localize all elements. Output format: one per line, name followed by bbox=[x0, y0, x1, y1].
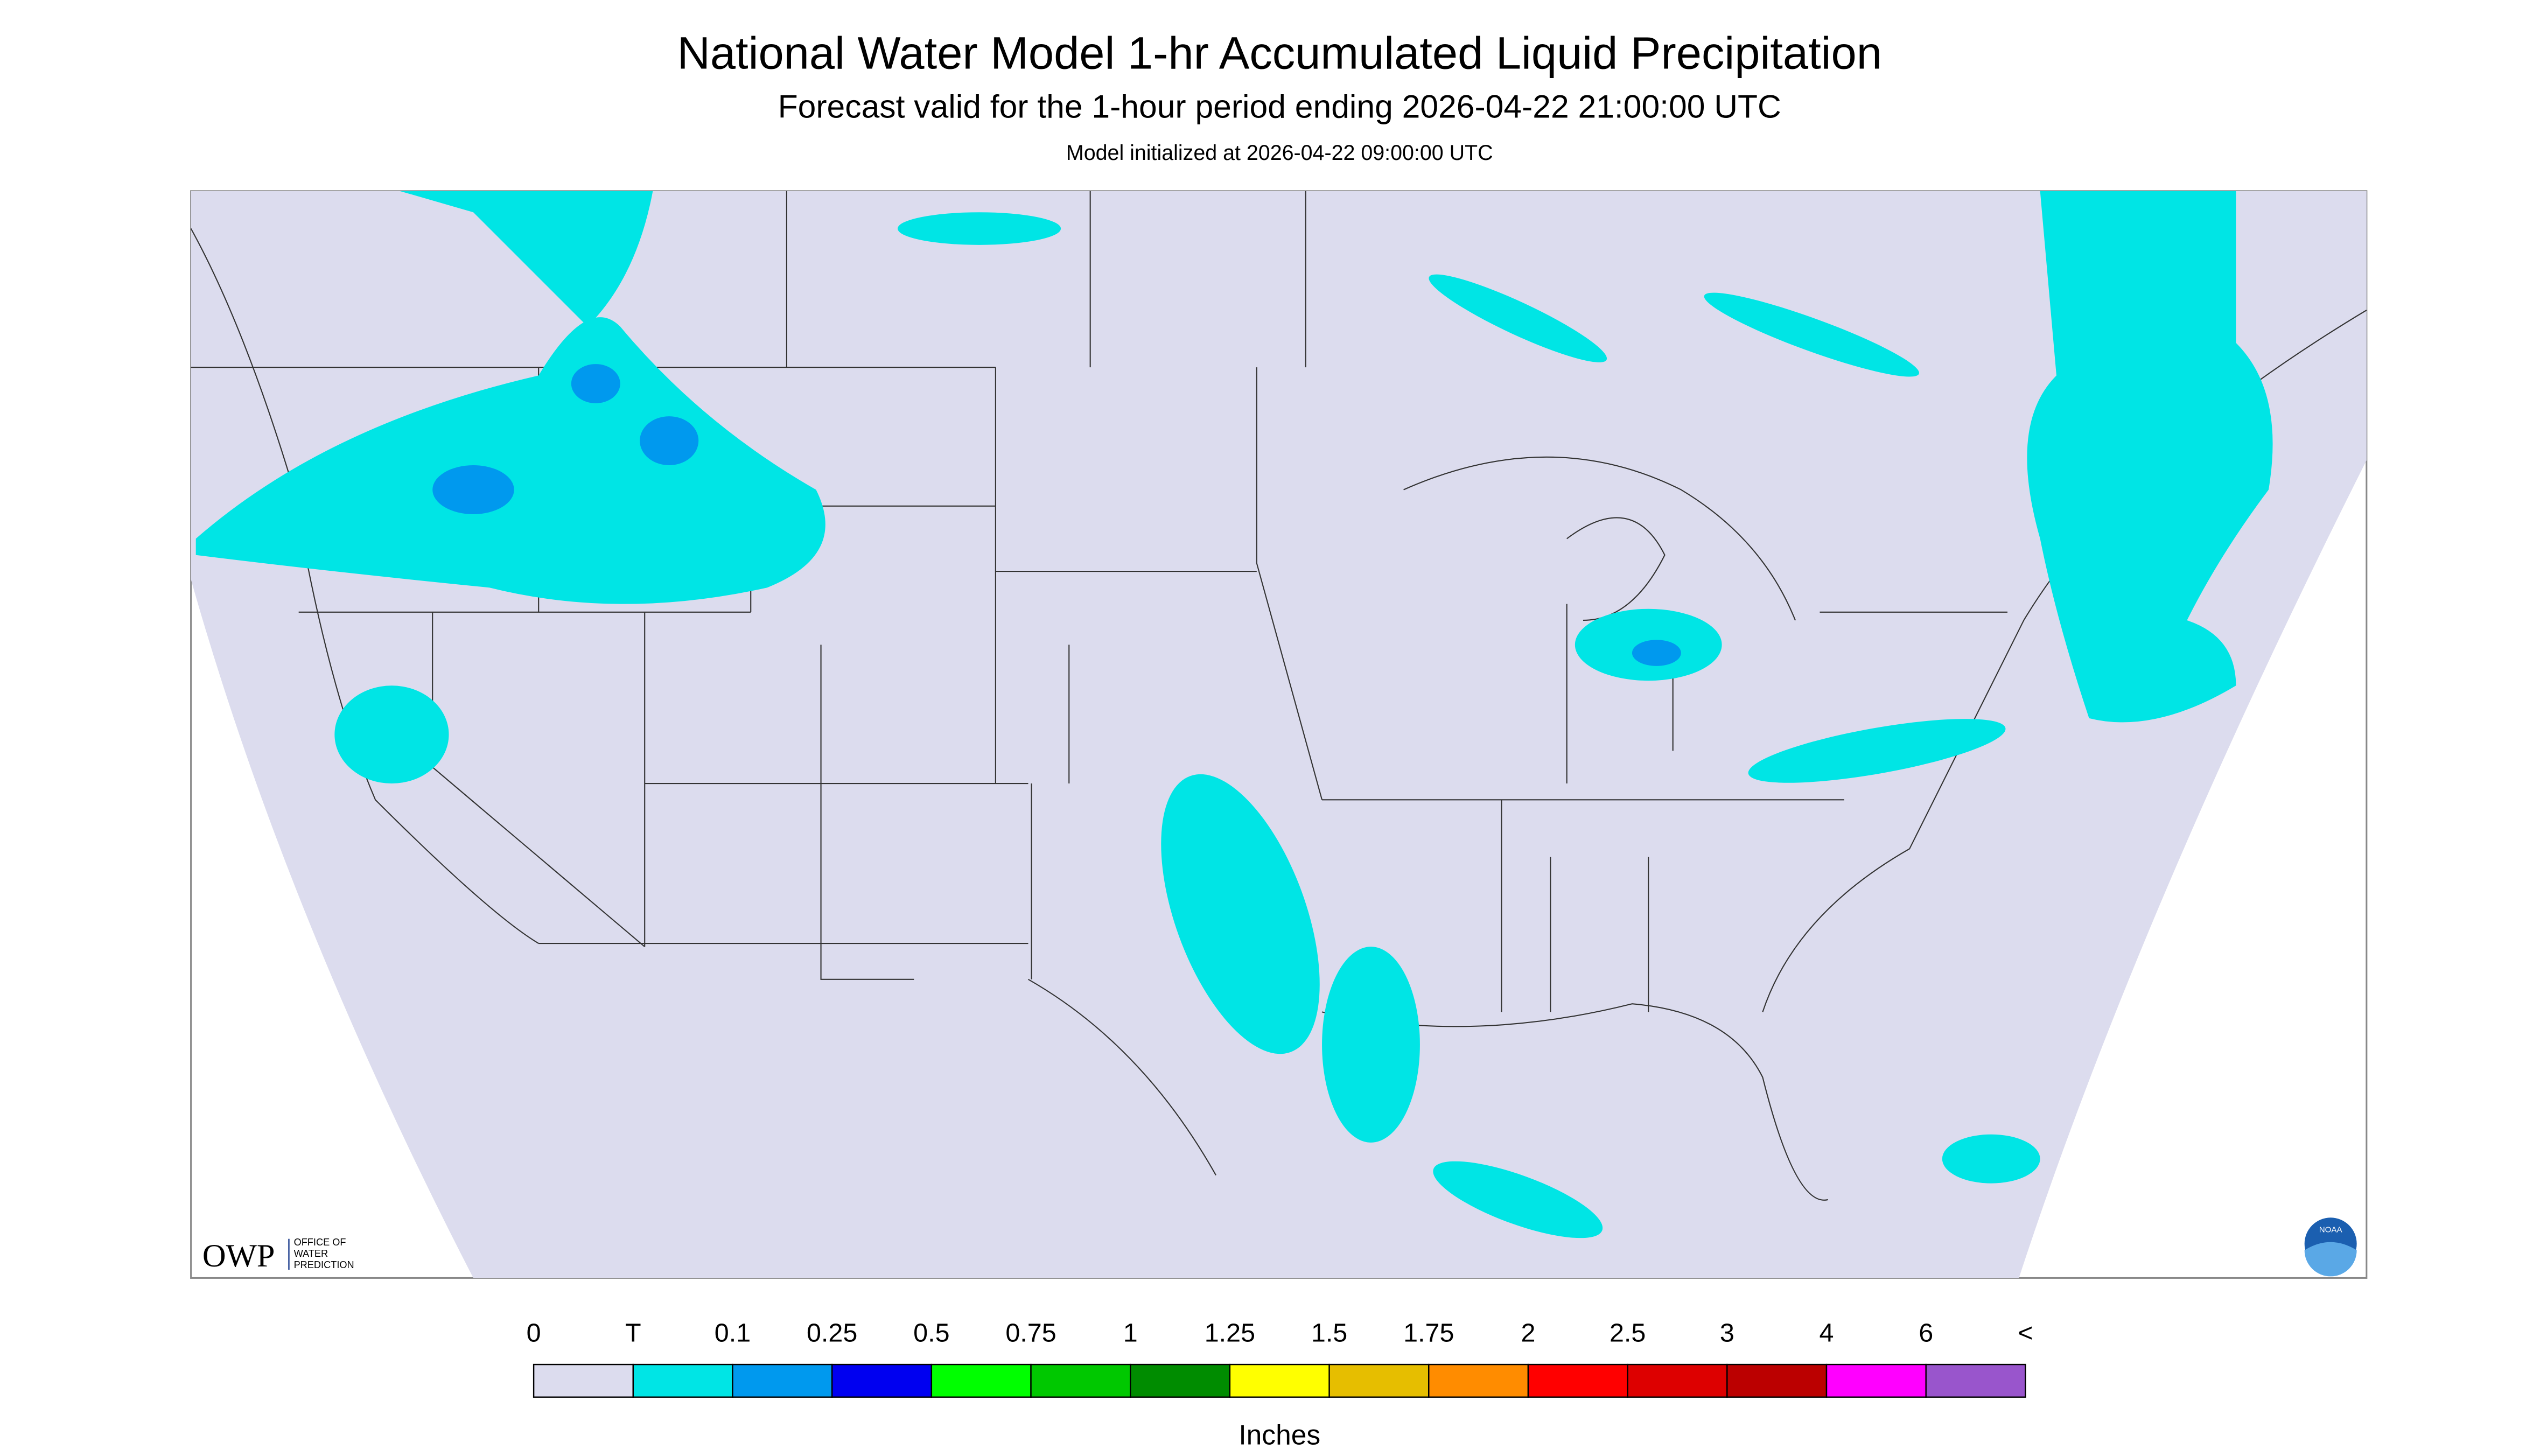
logo-text: WATER bbox=[294, 1248, 328, 1259]
legend-label: 6 bbox=[1919, 1319, 1933, 1348]
noaa-text: NOAA bbox=[2319, 1226, 2343, 1235]
legend-label: 0.1 bbox=[715, 1319, 751, 1348]
owp-logo: OWP OFFICE OF WATER PREDICTION bbox=[202, 1237, 354, 1274]
logo-text: OFFICE OF bbox=[294, 1237, 346, 1248]
legend-label: 2.5 bbox=[1610, 1319, 1646, 1348]
title: National Water Model 1-hr Accumulated Li… bbox=[677, 27, 1882, 79]
logo-name: OWP bbox=[202, 1238, 275, 1274]
precip-areas bbox=[195, 191, 2273, 1238]
legend-swatch bbox=[533, 1363, 634, 1398]
legend-swatch bbox=[1229, 1363, 1330, 1398]
legend-swatch bbox=[831, 1363, 933, 1398]
legend-label: 4 bbox=[1820, 1319, 1834, 1348]
legend-label: T bbox=[625, 1319, 641, 1348]
logo-text: PREDICTION bbox=[294, 1259, 354, 1270]
legend-swatch bbox=[1925, 1363, 2026, 1398]
legend-swatch bbox=[1825, 1363, 1927, 1398]
legend-unit: Inches bbox=[1238, 1419, 1320, 1451]
legend-swatch bbox=[1428, 1363, 1529, 1398]
legend-swatch bbox=[1030, 1363, 1131, 1398]
legend-label: 0.75 bbox=[1005, 1319, 1056, 1348]
map: OWP OFFICE OF WATER PREDICTION NOAA bbox=[190, 190, 2368, 1279]
legend-label: 0.5 bbox=[913, 1319, 949, 1348]
legend-swatch bbox=[1627, 1363, 1728, 1398]
legend-label: 1.75 bbox=[1403, 1319, 1454, 1348]
legend-swatch bbox=[1527, 1363, 1628, 1398]
legend-swatch bbox=[1328, 1363, 1430, 1398]
init-note: Model initialized at 2026-04-22 09:00:00… bbox=[1066, 141, 1493, 165]
projection-area bbox=[191, 191, 2367, 1278]
legend-label: 2 bbox=[1521, 1319, 1535, 1348]
noaa-logo: NOAA bbox=[2304, 1217, 2357, 1277]
legend-label: 1.5 bbox=[1311, 1319, 1347, 1348]
legend-swatch bbox=[1130, 1363, 1231, 1398]
legend-swatch bbox=[632, 1363, 733, 1398]
legend-swatch bbox=[732, 1363, 833, 1398]
legend-label: 1.25 bbox=[1205, 1319, 1255, 1348]
legend-label: 3 bbox=[1720, 1319, 1734, 1348]
legend-label: 0.25 bbox=[807, 1319, 857, 1348]
legend-swatch bbox=[1726, 1363, 1828, 1398]
legend: Inches 0 T 0.1 0.25 0.5 0.75 1 1.25 1.5 1.75 2 2.5 3… bbox=[527, 1319, 2033, 1451]
legend-label: < bbox=[2018, 1319, 2033, 1348]
subtitle: Forecast valid for the 1-hour period end… bbox=[778, 88, 1781, 124]
legend-label: 1 bbox=[1123, 1319, 1138, 1348]
legend-label: 0 bbox=[527, 1319, 541, 1348]
legend-swatch bbox=[930, 1363, 1032, 1398]
precip-heavier bbox=[432, 364, 1681, 666]
